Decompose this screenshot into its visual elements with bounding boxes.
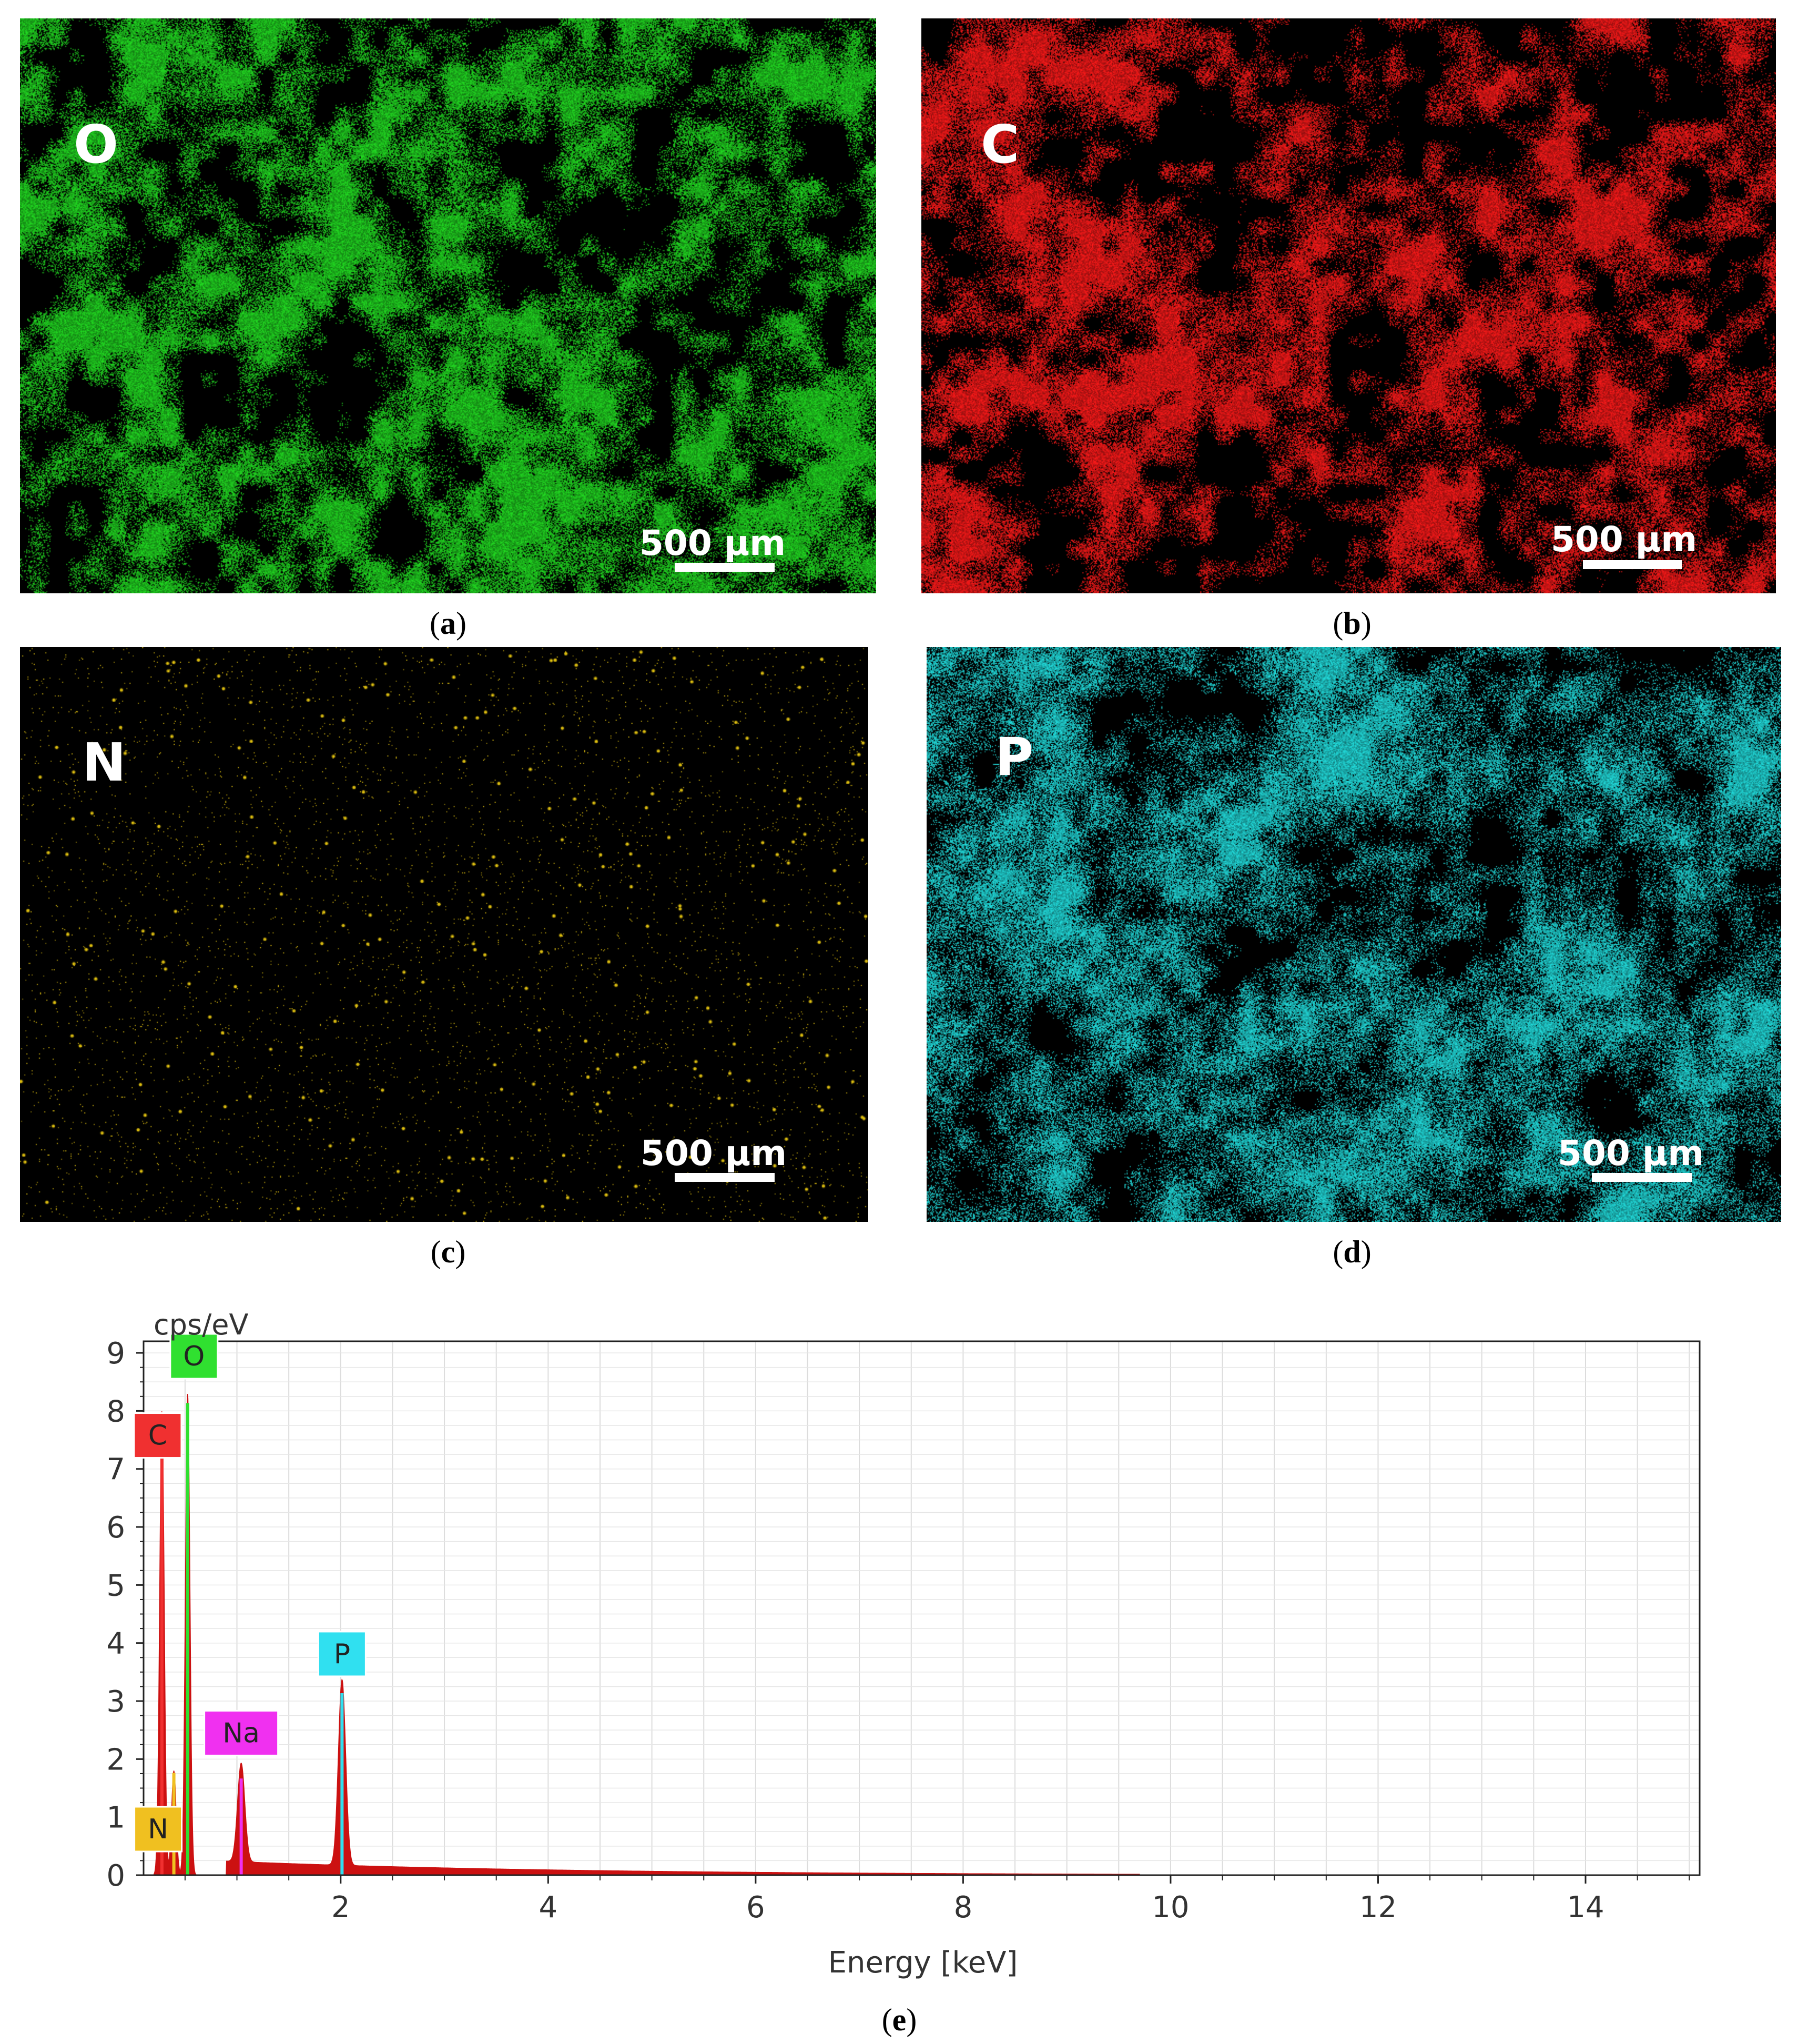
plot-background [144, 1341, 1700, 1875]
element-label-phosphorus: P [995, 726, 1034, 788]
scale-bar [1583, 560, 1682, 569]
x-tick-label: 6 [746, 1890, 765, 1925]
y-tick-label: 4 [106, 1627, 125, 1661]
peak-label-text: Na [222, 1717, 260, 1749]
x-tick-label: 2 [331, 1890, 350, 1925]
chart-grid [144, 1341, 1700, 1875]
scale-bar [675, 1173, 775, 1182]
peak-label-box [169, 1333, 219, 1380]
x-tick-label: 12 [1359, 1890, 1397, 1925]
peak-label-text: N [148, 1814, 168, 1845]
plot-frame [143, 1340, 1701, 1876]
x-tick-label: 8 [954, 1890, 973, 1925]
y-tick-label: 0 [106, 1859, 125, 1893]
scale-bar [675, 563, 775, 572]
caption-b: (b) [1333, 606, 1372, 641]
nitrogen-map-image [20, 647, 868, 1222]
peak-label-box [204, 1709, 279, 1756]
oxygen-map-image [20, 18, 876, 593]
y-tick-label: 9 [106, 1337, 125, 1371]
scale-bar-label: 500 µm [639, 523, 786, 563]
element-label-oxygen: O [74, 114, 119, 175]
y-tick-label: 6 [106, 1511, 125, 1545]
eds-map-nitrogen: N 500 µm [20, 647, 868, 1222]
peak-label-o: O [169, 1333, 219, 1380]
y-tick-label: 2 [106, 1743, 125, 1777]
x-tick-label: 14 [1567, 1890, 1604, 1925]
y-tick-label: 8 [106, 1394, 125, 1429]
peak-label-box [317, 1631, 367, 1677]
x-tick-label: 4 [539, 1890, 558, 1925]
y-tick-label: 5 [106, 1569, 125, 1603]
scale-bar-label: 500 µm [1551, 519, 1698, 560]
y-axis-label: cps/eV [154, 1308, 249, 1341]
peak-label-text: C [148, 1420, 167, 1452]
x-tick-label: 10 [1152, 1890, 1189, 1925]
scale-bar [1592, 1173, 1692, 1182]
phosphorus-map-image [927, 647, 1781, 1222]
y-tick-label: 7 [106, 1453, 125, 1487]
peak-label-p: P [317, 1631, 367, 1677]
spectrum-series [153, 1394, 1171, 1876]
peak-label-box [133, 1412, 182, 1459]
x-axis-label: Energy [keV] [828, 1946, 1018, 1980]
caption-e: (e) [881, 2002, 917, 2037]
peak-label-text: P [334, 1638, 350, 1670]
caption-a: (a) [430, 606, 466, 641]
peak-label-c: C [133, 1412, 182, 1459]
scale-bar-label: 500 µm [641, 1133, 787, 1173]
peak-labels: C N O Na P [133, 1333, 367, 1853]
carbon-map-image [921, 18, 1776, 593]
element-label-carbon: C [981, 114, 1020, 175]
peak-label-box [134, 1806, 183, 1853]
eds-map-oxygen: O 500 µm [20, 18, 876, 593]
peak-label-text: O [183, 1341, 205, 1372]
peak-label-n: N [134, 1806, 183, 1853]
element-label-nitrogen: N [82, 732, 126, 793]
caption-c: (c) [430, 1235, 466, 1269]
peak-label-na: Na [204, 1709, 279, 1756]
eds-map-phosphorus: P 500 µm [927, 647, 1781, 1222]
y-tick-label: 3 [106, 1685, 125, 1719]
eds-map-carbon: C 500 µm [921, 18, 1776, 593]
scale-bar-label: 500 µm [1558, 1133, 1704, 1173]
y-tick-label: 1 [106, 1801, 125, 1835]
caption-d: (d) [1333, 1235, 1372, 1269]
